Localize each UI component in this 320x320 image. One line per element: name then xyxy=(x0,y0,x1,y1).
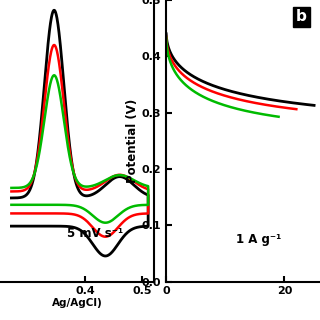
Y-axis label: Potential (V): Potential (V) xyxy=(126,99,139,183)
Text: b: b xyxy=(296,9,307,24)
Text: 5 mV s⁻¹: 5 mV s⁻¹ xyxy=(67,227,124,240)
X-axis label: Ag/AgCl): Ag/AgCl) xyxy=(52,298,102,308)
Text: 1 A g⁻¹: 1 A g⁻¹ xyxy=(236,233,281,246)
